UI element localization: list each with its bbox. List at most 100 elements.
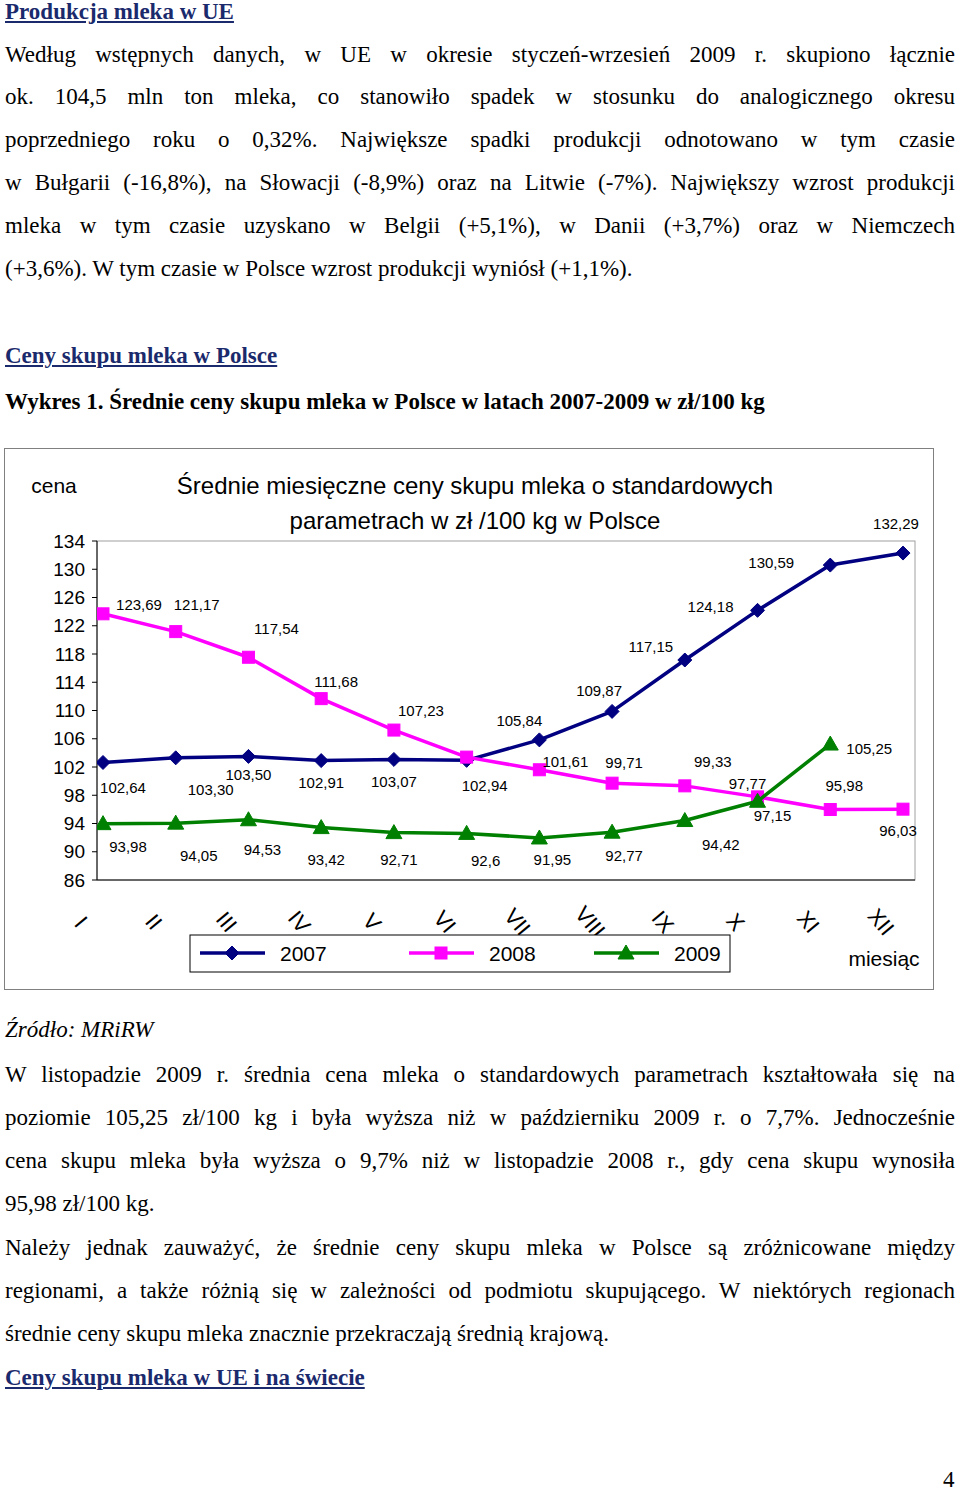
figure-caption: Wykres 1. Średnie ceny skupu mleka w Pol… (5, 389, 765, 415)
y-axis-label: cena (31, 474, 77, 497)
data-label: 107,23 (398, 702, 444, 719)
data-point (97, 816, 111, 830)
y-tick (92, 738, 97, 739)
heading: Produkcja mleka w UE (5, 0, 234, 25)
data-label: 99,71 (605, 754, 643, 771)
text: Należy jednak zauważyć, że średnie ceny … (5, 1235, 955, 1260)
y-tick-label: 134 (53, 531, 85, 552)
legend-marker (225, 946, 239, 960)
data-label: 92,71 (380, 851, 418, 868)
y-tick (92, 569, 97, 570)
y-tick (92, 541, 97, 542)
plot-marks (97, 546, 910, 844)
data-point (314, 754, 328, 768)
x-tick-label: I (69, 912, 92, 933)
text: średnie ceny skupu mleka znacznie przekr… (5, 1321, 609, 1346)
source: Źródło: MRiRW (5, 1017, 153, 1043)
data-point (97, 608, 109, 620)
data-label: 117,15 (628, 638, 673, 655)
x-tick-label: VI (428, 906, 461, 938)
data-label: 102,94 (462, 777, 508, 794)
y-tick-label: 94 (64, 813, 86, 834)
legend-marker (618, 945, 634, 959)
data-label: 105,25 (846, 740, 892, 757)
data-point (240, 812, 256, 826)
paragraph-line: ok. 104,5 mln ton mleka, co stanowiło sp… (5, 84, 955, 110)
data-point (604, 824, 620, 838)
y-tick (92, 710, 97, 711)
x-tick-label: X (721, 908, 750, 936)
y-tick (92, 682, 97, 683)
y-tick-label: 86 (64, 870, 85, 891)
data-point (679, 780, 691, 792)
paragraph-line: średnie ceny skupu mleka znacznie przekr… (5, 1321, 609, 1347)
data-label: 105,84 (496, 712, 542, 729)
paragraph-line: poziomie 105,25 zł/100 kg i była wyższa … (5, 1105, 955, 1131)
paragraph-line: (+3,6%). W tym czasie w Polsce wzrost pr… (5, 256, 632, 282)
data-labels: 102,64103,30103,50102,91103,07102,94105,… (100, 515, 919, 869)
data-point (313, 820, 329, 834)
data-point (459, 825, 475, 839)
x-tick-label: III (211, 907, 242, 937)
data-point (531, 830, 547, 844)
text: mleka w tym czasie uzyskano w Belgii (+5… (5, 213, 955, 238)
data-label: 92,77 (605, 847, 643, 864)
legend-label: 2007 (280, 942, 327, 965)
paragraph-line: poprzedniego roku o 0,32%. Największe sp… (5, 127, 955, 153)
text: Produkcja mleka w UE (5, 0, 234, 24)
data-point (461, 751, 473, 763)
y-tick-label: 110 (55, 700, 85, 721)
data-label: 103,07 (371, 773, 417, 790)
x-axis (97, 880, 915, 881)
text: 95,98 zł/100 kg. (5, 1191, 155, 1216)
x-tick-label: II (140, 909, 167, 934)
y-tick-label: 98 (64, 785, 85, 806)
data-label: 117,54 (254, 620, 299, 637)
y-tick (92, 795, 97, 796)
text: Źródło: MRiRW (5, 1017, 153, 1042)
paragraph-line: mleka w tym czasie uzyskano w Belgii (+5… (5, 213, 955, 239)
text: Ceny skupu mleka w UE i na świecie (5, 1365, 365, 1390)
legend: 200720082009 (190, 935, 730, 972)
x-tick-label: V (358, 908, 387, 936)
y-tick (92, 880, 97, 881)
data-point (750, 793, 766, 807)
y-tick (92, 654, 97, 655)
paragraph-line: W listopadzie 2009 r. średnia cena mleka… (5, 1062, 955, 1088)
page-number: 4 (943, 1467, 955, 1493)
y-tick (92, 767, 97, 768)
chart-title: Średnie miesięczne ceny skupu mleka o st… (177, 472, 773, 499)
data-label: 93,42 (307, 851, 345, 868)
data-point (388, 724, 400, 736)
text: poziomie 105,25 zł/100 kg i była wyższa … (5, 1105, 955, 1130)
text: cena skupu mleka była wyższa o 9,7% niż … (5, 1148, 955, 1173)
data-point (824, 804, 836, 816)
data-point (315, 693, 327, 705)
y-tick (92, 823, 97, 824)
text: regionami, a także różnią się w zależnoś… (5, 1278, 955, 1303)
data-label: 103,50 (226, 766, 272, 783)
data-point (386, 825, 402, 839)
data-label: 94,05 (180, 847, 218, 864)
data-label: 130,59 (748, 554, 794, 571)
y-tick (92, 597, 97, 598)
y-tick-label: 90 (64, 841, 85, 862)
data-point (678, 653, 692, 667)
data-label: 93,98 (109, 838, 147, 855)
data-point (97, 755, 110, 769)
data-label: 124,18 (688, 598, 734, 615)
data-label: 94,53 (244, 841, 282, 858)
data-point (822, 736, 838, 750)
text: ok. 104,5 mln ton mleka, co stanowiło sp… (5, 84, 955, 109)
x-tick-label: IX (647, 906, 680, 938)
plot-area (97, 541, 915, 880)
data-point (169, 751, 183, 765)
series-line (103, 553, 903, 762)
data-label: 92,6 (471, 852, 500, 869)
chart-title: parametrach w zł /100 kg w Polsce (290, 507, 661, 534)
text: 4 (943, 1467, 955, 1492)
data-label: 123,69 (116, 596, 162, 613)
legend-label: 2008 (489, 942, 536, 965)
text: W listopadzie 2009 r. średnia cena mleka… (5, 1062, 955, 1087)
data-point (823, 558, 837, 572)
